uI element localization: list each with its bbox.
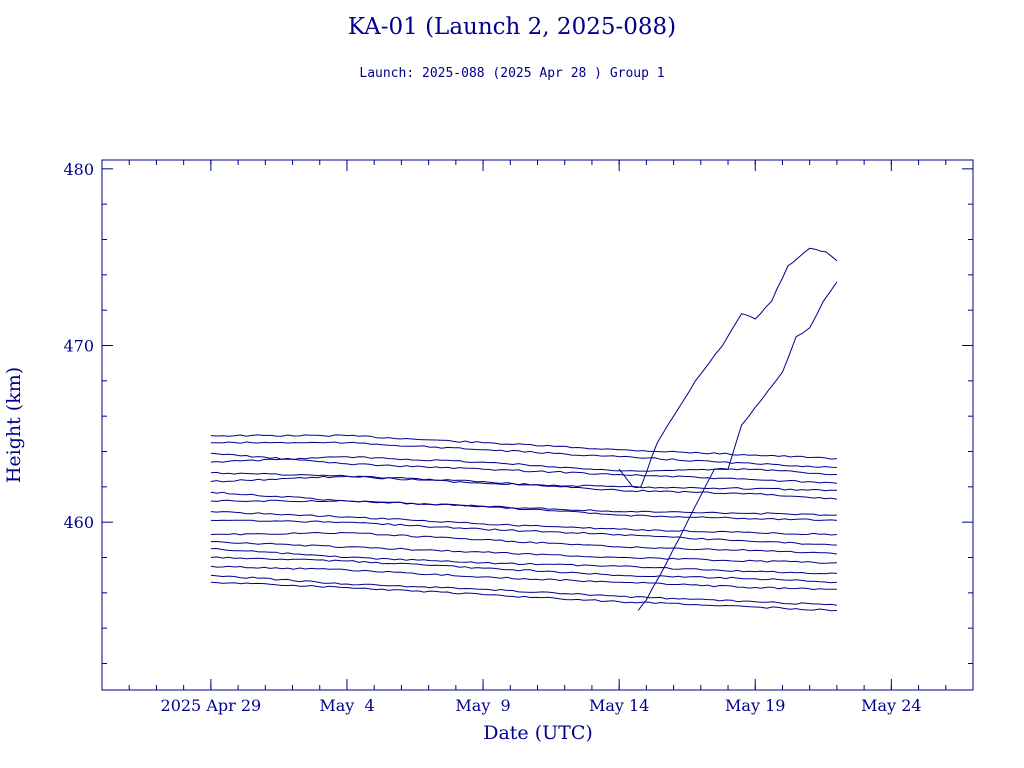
series-line xyxy=(210,581,837,612)
series-line xyxy=(210,456,837,476)
series-line xyxy=(210,547,837,575)
y-tick-label: 480 xyxy=(63,160,94,179)
x-tick-label: 2025 Apr 29 xyxy=(161,696,262,715)
series-line xyxy=(210,511,837,536)
x-tick-label: May 14 xyxy=(589,696,649,715)
series-layer xyxy=(210,247,838,612)
x-tick-label: May 19 xyxy=(725,696,785,715)
series-line xyxy=(210,471,837,492)
series-line xyxy=(210,475,837,500)
y-axis-label: Height (km) xyxy=(3,367,25,483)
x-tick-label: May 4 xyxy=(319,696,374,715)
plot-frame xyxy=(101,159,974,691)
series-line xyxy=(210,556,837,584)
series-line xyxy=(210,499,837,521)
series-line xyxy=(637,281,838,611)
series-line xyxy=(210,441,837,468)
series-line xyxy=(210,574,837,606)
chart-subtitle: Launch: 2025-088 (2025 Apr 28 ) Group 1 xyxy=(359,66,665,81)
y-tick-label: 460 xyxy=(63,513,94,532)
x-axis-label: Date (UTC) xyxy=(483,722,593,744)
x-tick-label: May 24 xyxy=(861,696,921,715)
axis-layer: 2025 Apr 29 May 4 May 9 May 14 May 19 May 24 4… xyxy=(63,160,973,715)
chart-title: KA-01 (Launch 2, 2025-088) xyxy=(347,14,677,40)
x-tick-label: May 9 xyxy=(455,696,510,715)
series-line xyxy=(210,565,837,591)
series-line xyxy=(210,540,837,564)
series-line xyxy=(210,434,837,460)
series-line xyxy=(210,531,837,555)
series-line xyxy=(210,519,837,546)
series-line xyxy=(618,247,838,489)
series-line xyxy=(210,452,837,484)
series-line xyxy=(210,491,837,516)
y-tick-label: 470 xyxy=(63,337,94,356)
